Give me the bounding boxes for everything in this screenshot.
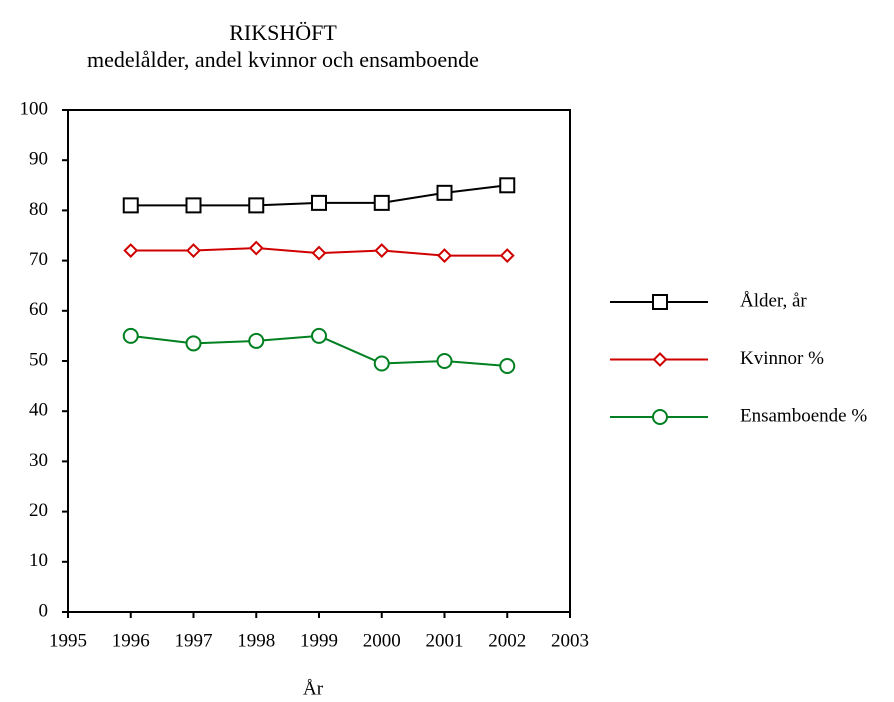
marker bbox=[499, 177, 516, 194]
x-tick-label: 2002 bbox=[488, 630, 526, 651]
marker bbox=[122, 197, 139, 214]
y-tick-label: 40 bbox=[29, 400, 48, 421]
plot-frame bbox=[67, 109, 571, 613]
x-tick-label: 1996 bbox=[112, 630, 150, 651]
marker bbox=[186, 243, 201, 258]
y-tick-label: 60 bbox=[29, 299, 48, 320]
legend-label: Ålder, år bbox=[740, 290, 807, 311]
legend-marker bbox=[652, 409, 668, 425]
x-tick-label: 2003 bbox=[551, 630, 589, 651]
marker bbox=[123, 243, 139, 258]
y-tick-label: 20 bbox=[29, 500, 48, 521]
marker bbox=[374, 243, 390, 258]
marker bbox=[436, 353, 453, 369]
y-tick-label: 50 bbox=[29, 349, 48, 370]
y-tick-label: 10 bbox=[29, 550, 48, 571]
chart-subtitle: medelålder, andel kvinnor och ensamboend… bbox=[87, 47, 479, 72]
marker bbox=[373, 194, 390, 211]
x-tick-label: 1997 bbox=[175, 630, 213, 651]
marker bbox=[248, 332, 265, 349]
x-tick-label: 2000 bbox=[363, 630, 401, 651]
y-tick-label: 80 bbox=[29, 199, 48, 220]
legend-marker bbox=[652, 352, 668, 367]
y-tick-label: 0 bbox=[39, 600, 49, 621]
legend-marker bbox=[652, 294, 668, 310]
x-tick-label: 2001 bbox=[426, 630, 464, 651]
x-tick-label: 1995 bbox=[49, 630, 87, 651]
y-tick-label: 100 bbox=[20, 98, 49, 119]
x-tick-label: 1999 bbox=[300, 630, 338, 651]
legend-label: Kvinnor % bbox=[740, 348, 824, 369]
marker bbox=[373, 355, 390, 372]
marker bbox=[436, 184, 453, 201]
chart-title: RIKSHÖFT bbox=[229, 20, 337, 45]
marker bbox=[185, 335, 202, 352]
marker bbox=[248, 240, 264, 256]
marker bbox=[499, 358, 516, 375]
legend-label: Ensamboende % bbox=[740, 405, 867, 426]
marker bbox=[499, 248, 515, 263]
y-tick-label: 70 bbox=[29, 249, 48, 270]
marker bbox=[248, 197, 265, 214]
y-tick-label: 90 bbox=[29, 149, 48, 170]
y-tick-label: 30 bbox=[29, 450, 48, 471]
marker bbox=[437, 248, 452, 263]
marker bbox=[311, 327, 327, 344]
marker bbox=[185, 197, 202, 214]
marker bbox=[311, 245, 327, 261]
x-tick-label: 1998 bbox=[237, 630, 275, 651]
marker bbox=[311, 194, 327, 211]
x-axis-label: År bbox=[303, 678, 324, 699]
marker bbox=[122, 327, 139, 344]
